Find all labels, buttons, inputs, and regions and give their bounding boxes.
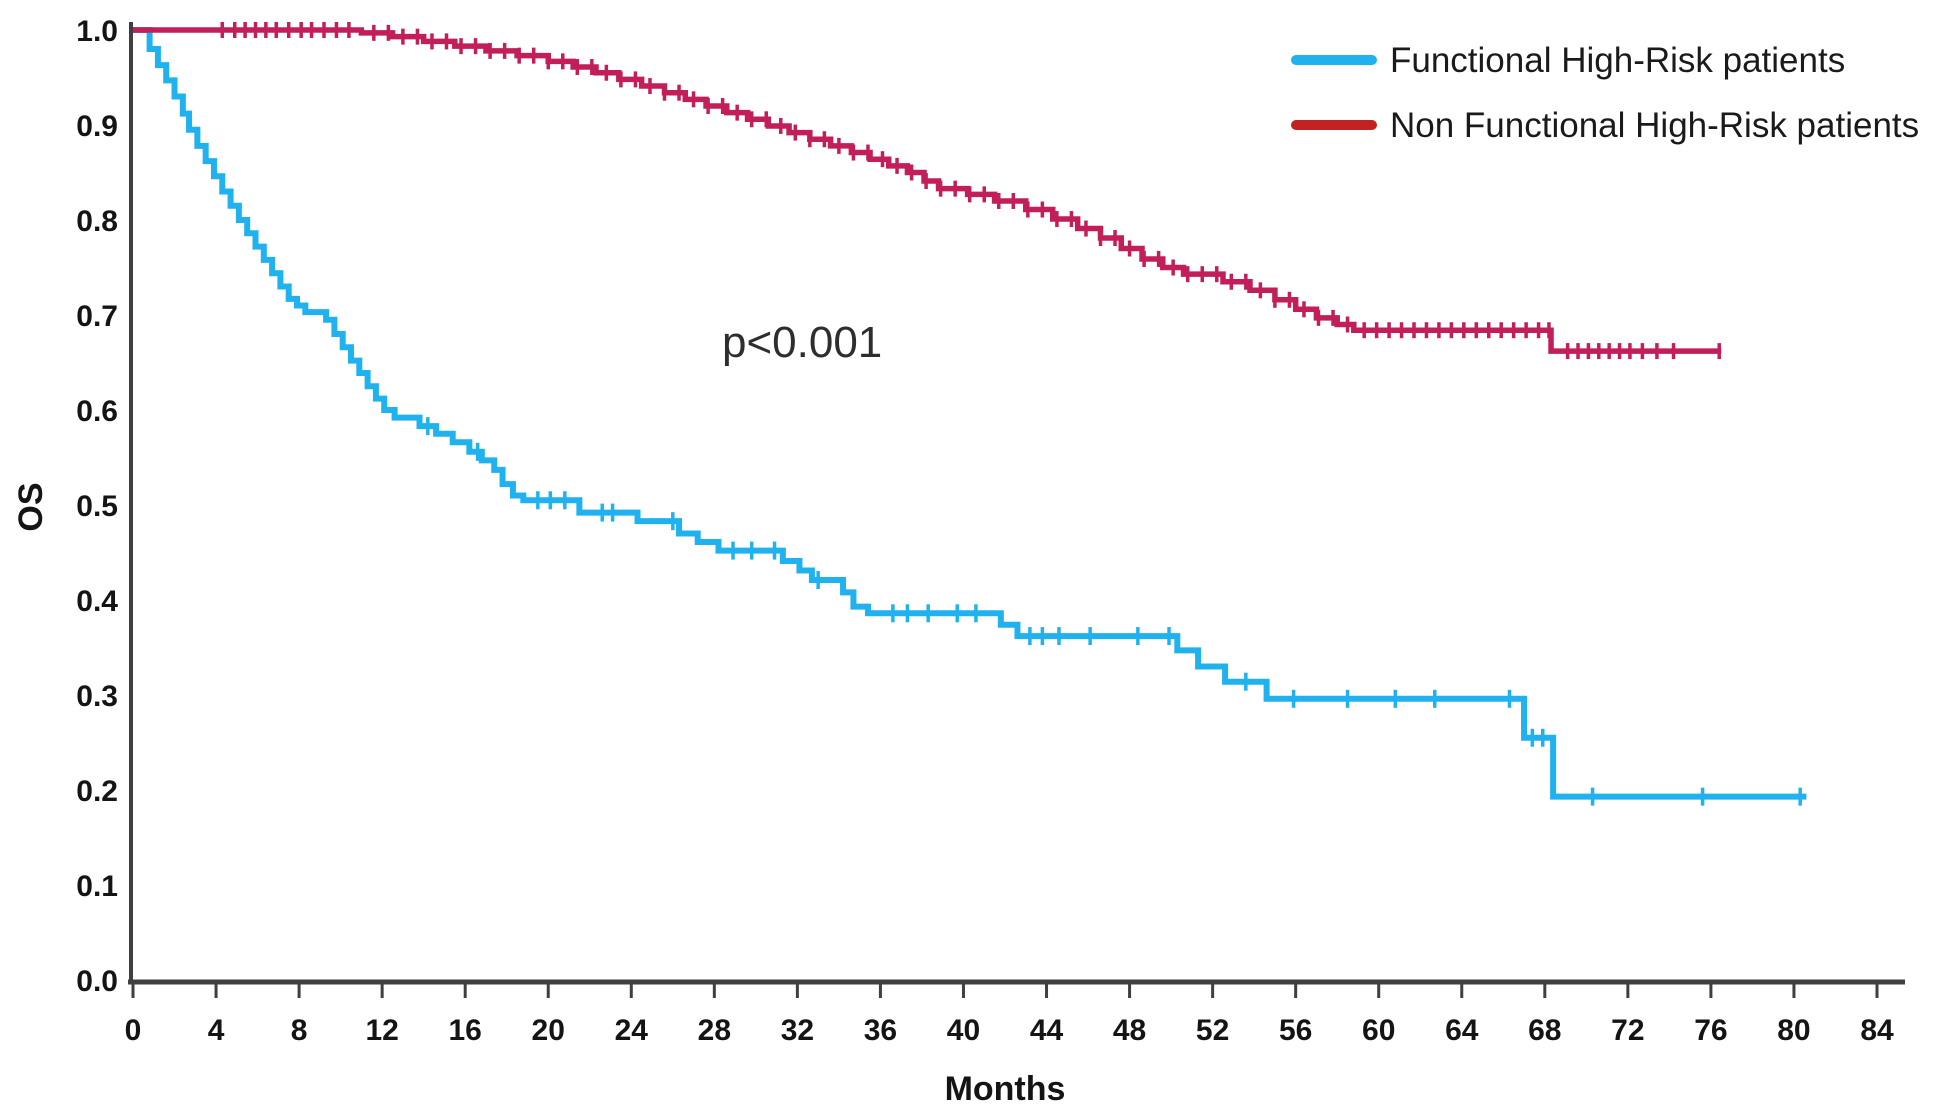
x-tick-label: 44 [1030,1014,1064,1047]
km-curve-nonfunctional [133,27,1722,354]
y-tick-label: 0.0 [76,965,118,998]
x-tick-label: 8 [291,1014,308,1047]
legend: Functional High-Risk patients Non Functi… [1291,41,1919,145]
y-tick-label: 0.7 [76,300,118,333]
y-tick-label: 0.5 [76,490,118,523]
y-axis-tick-labels: 0.0 0.1 0.2 0.3 0.4 0.5 0.6 0.7 0.8 0.9 1.0 [76,15,118,998]
x-tick-label: 48 [1113,1014,1146,1047]
y-tick-label: 1.0 [76,15,118,48]
x-tick-label: 4 [208,1014,225,1047]
y-tick-label: 0.4 [76,585,118,618]
x-tick-label: 12 [365,1014,398,1047]
y-tick-label: 0.8 [76,205,118,238]
legend-item-nonfunctional: Non Functional High-Risk patients [1291,106,1919,145]
legend-label-functional: Functional High-Risk patients [1390,41,1845,80]
x-tick-label: 20 [532,1014,565,1047]
x-tick-label: 24 [615,1014,649,1047]
x-tick-label: 0 [125,1014,142,1047]
x-tick-label: 76 [1694,1014,1727,1047]
y-tick-label: 0.9 [76,110,118,143]
y-tick-label: 0.1 [76,870,118,903]
y-tick-label: 0.3 [76,680,118,713]
x-tick-label: 16 [449,1014,482,1047]
x-tick-label: 52 [1196,1014,1229,1047]
x-tick-label: 32 [781,1014,814,1047]
x-axis-title: Months [945,1070,1066,1108]
y-tick-label: 0.2 [76,775,118,808]
x-axis-tick-labels: 0 4 8 12 16 20 24 28 32 36 40 44 48 52 56 60 64 68 72 76 80 8… [125,1014,1894,1047]
x-tick-label: 36 [864,1014,897,1047]
x-tick-label: 56 [1279,1014,1312,1047]
legend-item-functional: Functional High-Risk patients [1291,41,1845,80]
x-tick-label: 72 [1611,1014,1644,1047]
censor-marks-functional [426,417,1802,806]
p-value-annotation: p<0.001 [722,318,882,367]
censor-marks-nonfunctional [220,22,1721,360]
x-tick-label: 28 [698,1014,731,1047]
km-curve-functional [133,27,1807,800]
x-tick-label: 40 [947,1014,980,1047]
y-tick-label: 0.6 [76,395,118,428]
x-tick-label: 64 [1445,1014,1479,1047]
legend-label-nonfunctional: Non Functional High-Risk patients [1390,106,1919,145]
x-tick-label: 80 [1777,1014,1810,1047]
y-axis-title: OS [12,482,50,531]
x-tick-label: 60 [1362,1014,1395,1047]
x-axis-ticks [131,984,1879,998]
x-tick-label: 68 [1528,1014,1561,1047]
x-tick-label: 84 [1860,1014,1894,1047]
